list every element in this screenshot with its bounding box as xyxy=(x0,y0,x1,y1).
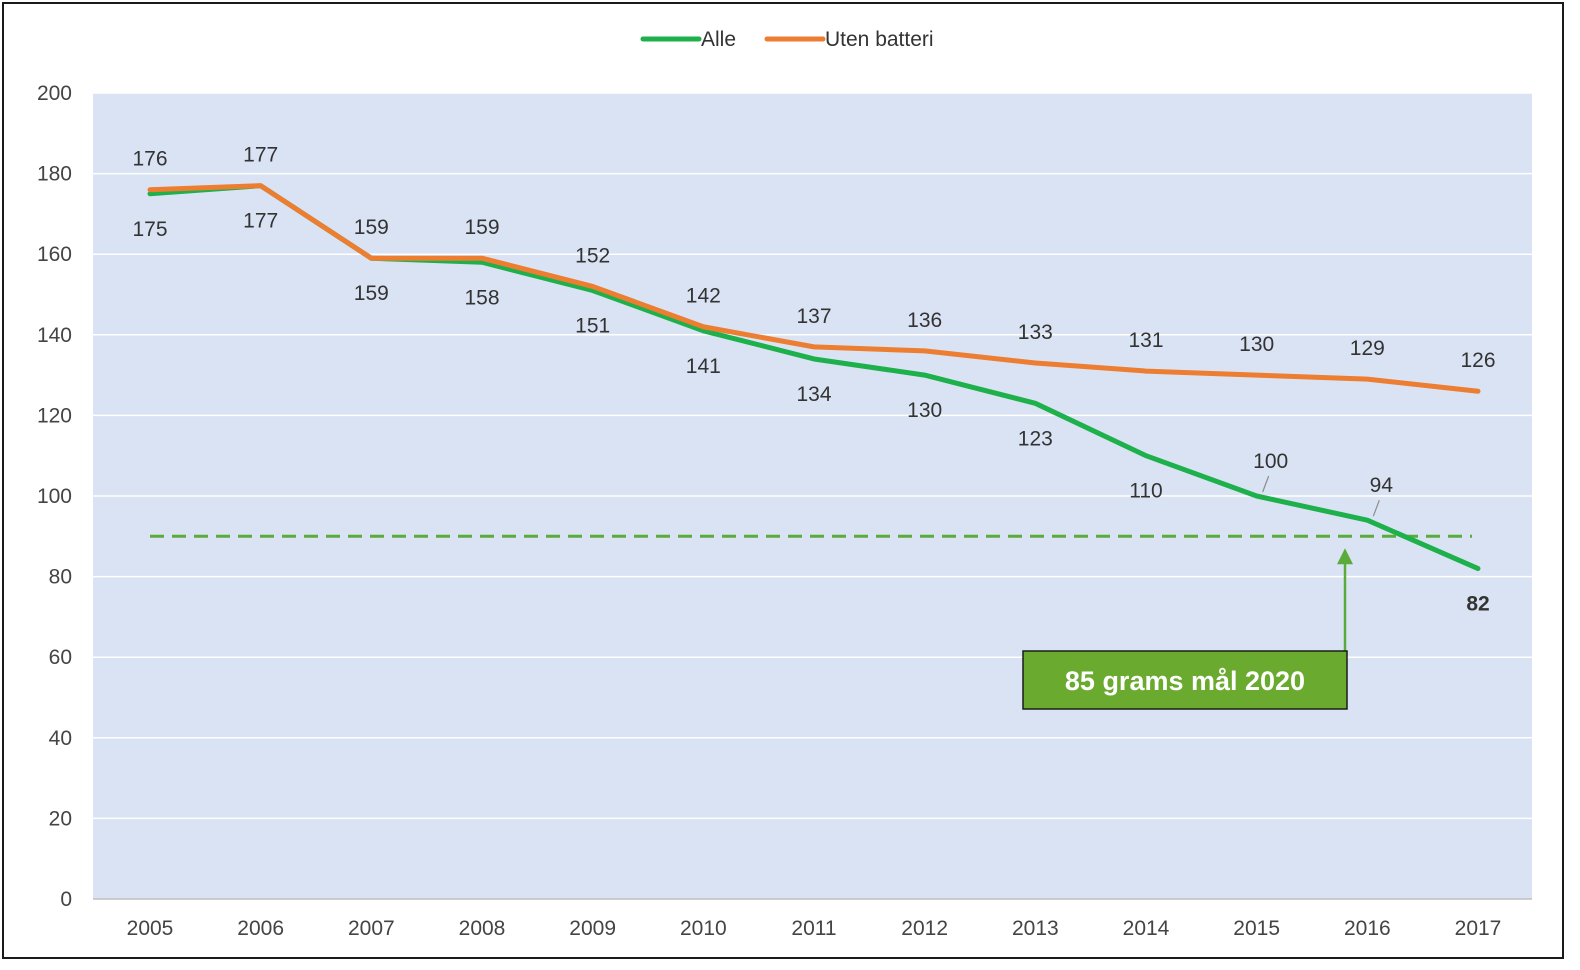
data-label: 131 xyxy=(1128,329,1163,352)
y-tick-label: 200 xyxy=(37,82,72,105)
data-label: 142 xyxy=(686,285,721,308)
data-label: 176 xyxy=(132,148,167,171)
target-box xyxy=(1022,650,1348,710)
x-axis: 2005 2006 2007 2008 2009 2010 2011 2012 2013 2014… xyxy=(127,917,1502,940)
target-arrow-head xyxy=(1337,548,1353,565)
data-label: 94 xyxy=(1370,474,1394,497)
data-label: 123 xyxy=(1018,427,1053,450)
x-tick-label: 2005 xyxy=(127,917,174,940)
data-label: 177 xyxy=(243,144,278,167)
data-label: 110 xyxy=(1129,480,1162,503)
series-lines xyxy=(147,183,1481,572)
target-annotation: 85 grams mål 2020 xyxy=(150,534,1472,710)
y-tick-label: 20 xyxy=(49,807,72,830)
legend-label: Uten batteri xyxy=(825,28,934,51)
x-tick-label: 2007 xyxy=(348,917,395,940)
legend: Alle Uten batteri xyxy=(640,28,934,51)
data-label: 159 xyxy=(354,216,389,239)
y-tick-label: 0 xyxy=(60,888,72,911)
data-label: 126 xyxy=(1460,349,1495,372)
data-label: 151 xyxy=(575,314,610,337)
x-tick-label: 2010 xyxy=(680,917,727,940)
data-label: 100 xyxy=(1253,450,1288,473)
series-line-1 xyxy=(147,183,1481,394)
data-label: 130 xyxy=(1239,333,1274,356)
data-label: 82 xyxy=(1466,593,1489,616)
x-tick-label: 2016 xyxy=(1344,917,1391,940)
x-tick-label: 2012 xyxy=(901,917,948,940)
x-tick-label: 2011 xyxy=(791,917,836,940)
data-label: 136 xyxy=(907,309,942,332)
y-tick-label: 60 xyxy=(49,646,72,669)
data-label: 130 xyxy=(907,399,942,422)
x-tick-label: 2015 xyxy=(1233,917,1280,940)
y-tick-label: 120 xyxy=(37,404,72,427)
data-label: 134 xyxy=(796,383,831,406)
x-tick-label: 2006 xyxy=(237,917,284,940)
x-tick-label: 2013 xyxy=(1012,917,1059,940)
y-tick-label: 180 xyxy=(37,163,72,186)
label-leader xyxy=(1372,499,1380,517)
data-label: 133 xyxy=(1018,321,1053,344)
gridlines xyxy=(93,92,1532,900)
x-tick-label: 2017 xyxy=(1455,917,1502,940)
y-tick-label: 80 xyxy=(49,566,72,589)
data-label: 175 xyxy=(132,218,167,241)
target-label: 85 grams mål 2020 xyxy=(1065,666,1305,696)
x-tick-label: 2008 xyxy=(459,917,506,940)
y-axis: 0 20 40 60 80 100 120 140 160 180 200 xyxy=(37,82,72,911)
data-label: 129 xyxy=(1350,337,1385,360)
data-label: 177 xyxy=(243,210,278,233)
data-labels: 175 177 159 158 151 141 134 130 123 110 100 94 82 176… xyxy=(132,144,1495,616)
y-tick-label: 160 xyxy=(37,243,72,266)
data-label: 152 xyxy=(575,244,610,267)
data-label: 158 xyxy=(464,286,499,309)
data-label: 137 xyxy=(796,305,831,328)
data-label: 141 xyxy=(686,355,721,378)
data-label: 159 xyxy=(464,216,499,239)
x-tick-label: 2014 xyxy=(1123,917,1170,940)
label-leader xyxy=(1262,475,1270,493)
x-tick-label: 2009 xyxy=(569,917,616,940)
y-tick-label: 140 xyxy=(37,324,72,347)
y-tick-label: 100 xyxy=(37,485,72,508)
y-tick-label: 40 xyxy=(49,727,72,750)
legend-label: Alle xyxy=(701,28,736,51)
data-label: 159 xyxy=(354,282,389,305)
